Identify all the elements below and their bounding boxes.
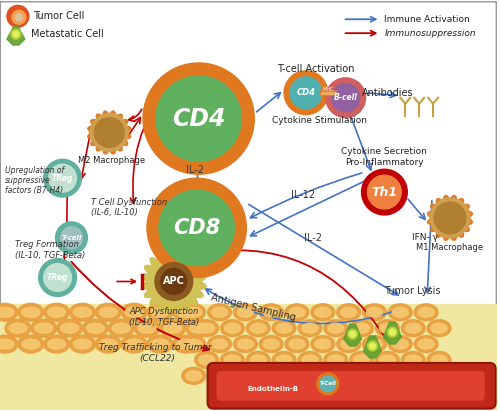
- Ellipse shape: [125, 307, 143, 317]
- Ellipse shape: [302, 323, 318, 333]
- Ellipse shape: [234, 304, 258, 321]
- Ellipse shape: [250, 355, 266, 365]
- Ellipse shape: [147, 335, 173, 353]
- Circle shape: [332, 84, 359, 112]
- Ellipse shape: [160, 319, 186, 337]
- Ellipse shape: [336, 367, 360, 384]
- Ellipse shape: [418, 339, 434, 349]
- Circle shape: [284, 71, 328, 115]
- Ellipse shape: [298, 351, 322, 368]
- Ellipse shape: [234, 336, 258, 353]
- Circle shape: [370, 343, 376, 349]
- Ellipse shape: [402, 351, 425, 368]
- Circle shape: [44, 263, 72, 291]
- Ellipse shape: [302, 355, 318, 365]
- Ellipse shape: [177, 339, 194, 349]
- Ellipse shape: [48, 339, 66, 349]
- Polygon shape: [0, 304, 496, 410]
- Ellipse shape: [362, 336, 386, 353]
- Ellipse shape: [259, 367, 283, 384]
- Text: CD8: CD8: [173, 218, 220, 238]
- Ellipse shape: [60, 323, 78, 333]
- Text: CD4: CD4: [296, 88, 316, 97]
- Polygon shape: [384, 322, 402, 344]
- Circle shape: [390, 329, 396, 335]
- Ellipse shape: [289, 339, 305, 349]
- Ellipse shape: [100, 339, 117, 349]
- Ellipse shape: [324, 320, 347, 337]
- Ellipse shape: [406, 355, 421, 365]
- Ellipse shape: [224, 355, 240, 365]
- Text: IL-2: IL-2: [304, 233, 322, 243]
- Text: Cytokine Stimulation: Cytokine Stimulation: [272, 116, 368, 125]
- Ellipse shape: [208, 304, 232, 321]
- Ellipse shape: [406, 323, 421, 333]
- Ellipse shape: [414, 304, 438, 321]
- Ellipse shape: [285, 336, 309, 353]
- Ellipse shape: [177, 307, 194, 317]
- Text: Antigen Sampling: Antigen Sampling: [210, 292, 296, 323]
- Circle shape: [290, 77, 322, 109]
- Ellipse shape: [182, 336, 206, 353]
- Ellipse shape: [74, 307, 92, 317]
- Ellipse shape: [366, 371, 382, 381]
- Ellipse shape: [234, 367, 258, 384]
- Ellipse shape: [246, 320, 270, 337]
- Circle shape: [362, 169, 407, 215]
- Circle shape: [90, 113, 128, 151]
- Ellipse shape: [340, 371, 356, 381]
- Ellipse shape: [100, 307, 117, 317]
- Circle shape: [155, 263, 192, 300]
- Ellipse shape: [259, 304, 283, 321]
- Text: T Cell Dysfunction: T Cell Dysfunction: [92, 198, 168, 206]
- Ellipse shape: [431, 323, 447, 333]
- Ellipse shape: [380, 323, 396, 333]
- Ellipse shape: [70, 335, 96, 353]
- Ellipse shape: [336, 304, 360, 321]
- Text: Cytokine Secretion: Cytokine Secretion: [342, 147, 428, 156]
- Text: Immune Activation: Immune Activation: [384, 15, 470, 24]
- Ellipse shape: [418, 371, 434, 381]
- Text: factors (B7-H4): factors (B7-H4): [5, 186, 63, 194]
- Ellipse shape: [427, 351, 451, 368]
- Ellipse shape: [44, 303, 70, 321]
- Ellipse shape: [238, 307, 254, 317]
- Ellipse shape: [186, 371, 202, 381]
- Ellipse shape: [134, 319, 160, 337]
- Circle shape: [156, 76, 242, 161]
- Ellipse shape: [311, 304, 334, 321]
- Ellipse shape: [173, 303, 199, 321]
- Circle shape: [430, 198, 470, 238]
- Ellipse shape: [315, 371, 331, 381]
- Circle shape: [94, 118, 124, 148]
- Ellipse shape: [108, 319, 134, 337]
- Ellipse shape: [164, 323, 182, 333]
- Ellipse shape: [298, 320, 322, 337]
- Ellipse shape: [276, 323, 292, 333]
- Ellipse shape: [220, 351, 244, 368]
- Ellipse shape: [285, 304, 309, 321]
- Ellipse shape: [212, 339, 228, 349]
- Ellipse shape: [392, 307, 408, 317]
- Ellipse shape: [0, 335, 18, 353]
- Text: Tumor Cell: Tumor Cell: [33, 11, 84, 21]
- Ellipse shape: [250, 323, 266, 333]
- Ellipse shape: [366, 339, 382, 349]
- Text: T-cell Activation: T-cell Activation: [277, 64, 354, 74]
- Ellipse shape: [22, 339, 40, 349]
- Ellipse shape: [350, 320, 374, 337]
- Circle shape: [60, 227, 82, 249]
- Ellipse shape: [151, 307, 169, 317]
- Circle shape: [348, 329, 358, 339]
- Text: M1 Macrophage: M1 Macrophage: [416, 243, 484, 252]
- Circle shape: [12, 10, 26, 24]
- Ellipse shape: [362, 304, 386, 321]
- Ellipse shape: [182, 304, 206, 321]
- Ellipse shape: [315, 307, 331, 317]
- Circle shape: [434, 202, 466, 234]
- Ellipse shape: [238, 339, 254, 349]
- Ellipse shape: [208, 336, 232, 353]
- Circle shape: [48, 164, 76, 192]
- Text: IL-2: IL-2: [186, 165, 204, 175]
